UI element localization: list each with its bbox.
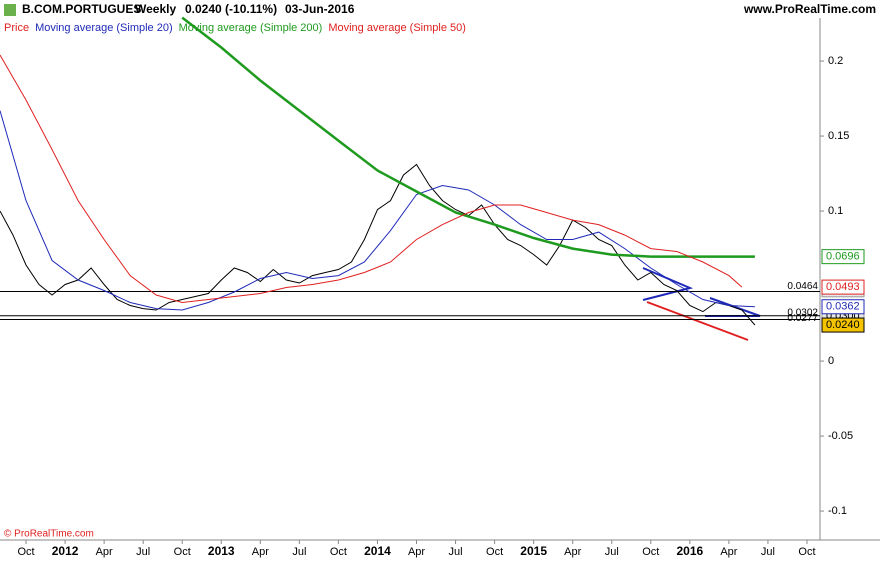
y-tick-label: 0 [828,355,834,367]
legend-entry: Price [4,22,29,34]
axis-label-box [821,317,865,333]
series-line [181,16,755,258]
legend-entry: Moving average (Simple 50) [328,22,466,34]
x-tick-label: Apr [564,546,581,558]
y-tick-label: 0.1 [828,205,843,217]
series-line [0,54,743,304]
x-tick-label: Oct [174,546,191,558]
footer: © ProRealTime.com [4,529,94,540]
axis-label-box [821,299,865,315]
x-tick-label: Jul [605,546,619,558]
trend-line [646,301,749,341]
legend-entry: Moving average (Simple 200) [179,22,323,34]
y-tick-label: 0.2 [828,55,843,67]
icon [4,4,16,16]
x-tick-label: 2016 [676,544,703,558]
series-line [0,110,755,311]
x-tick-label: Jul [136,546,150,558]
y-tick-label: -0.05 [828,430,853,442]
period: Weekly [135,2,176,16]
site: www.ProRealTime.com [743,2,876,16]
axis-label-box [821,279,865,295]
x-tick-label: Apr [252,546,269,558]
x-tick-label: Apr [408,546,425,558]
y-tick-label: 0.15 [828,130,849,142]
legend: Price Moving average (Simple 20) Moving av… [4,22,466,34]
x-tick-label: Jul [449,546,463,558]
x-tick-label: 2015 [520,544,547,558]
level-label: 0.0464 [787,281,818,292]
x-tick-label: Apr [720,546,737,558]
x-tick-label: 2012 [52,544,79,558]
x-tick-label: Jul [761,546,775,558]
x-tick-label: 2013 [208,544,235,558]
axis-label-box [821,249,865,265]
x-tick-label: Oct [330,546,347,558]
x-tick-label: Oct [798,546,815,558]
axis-label: 0.0362 [826,301,860,313]
level-label: 0.0302 [787,307,818,318]
x-tick-label: Jul [292,546,306,558]
series-line [0,163,756,326]
date: 03-Jun-2016 [285,2,355,16]
x-tick-label: 2014 [364,544,391,558]
y-tick-label: -0.1 [828,505,847,517]
x-tick-label: Oct [642,546,659,558]
axis-label: 0.0240 [826,319,860,331]
legend-entry: Moving average (Simple 20) [35,22,173,34]
x-tick-label: Oct [486,546,503,558]
x-tick-label: Oct [17,546,34,558]
symbol: B.COM.PORTUGUES [22,2,141,16]
quote: 0.0240 (-10.11%) [185,2,277,16]
x-tick-label: Apr [96,546,113,558]
trend-triangle [642,267,694,301]
axis-label: 0.0493 [826,281,860,293]
axis-label: 0.0696 [826,251,860,263]
level-label: 0.0277 [787,313,818,324]
